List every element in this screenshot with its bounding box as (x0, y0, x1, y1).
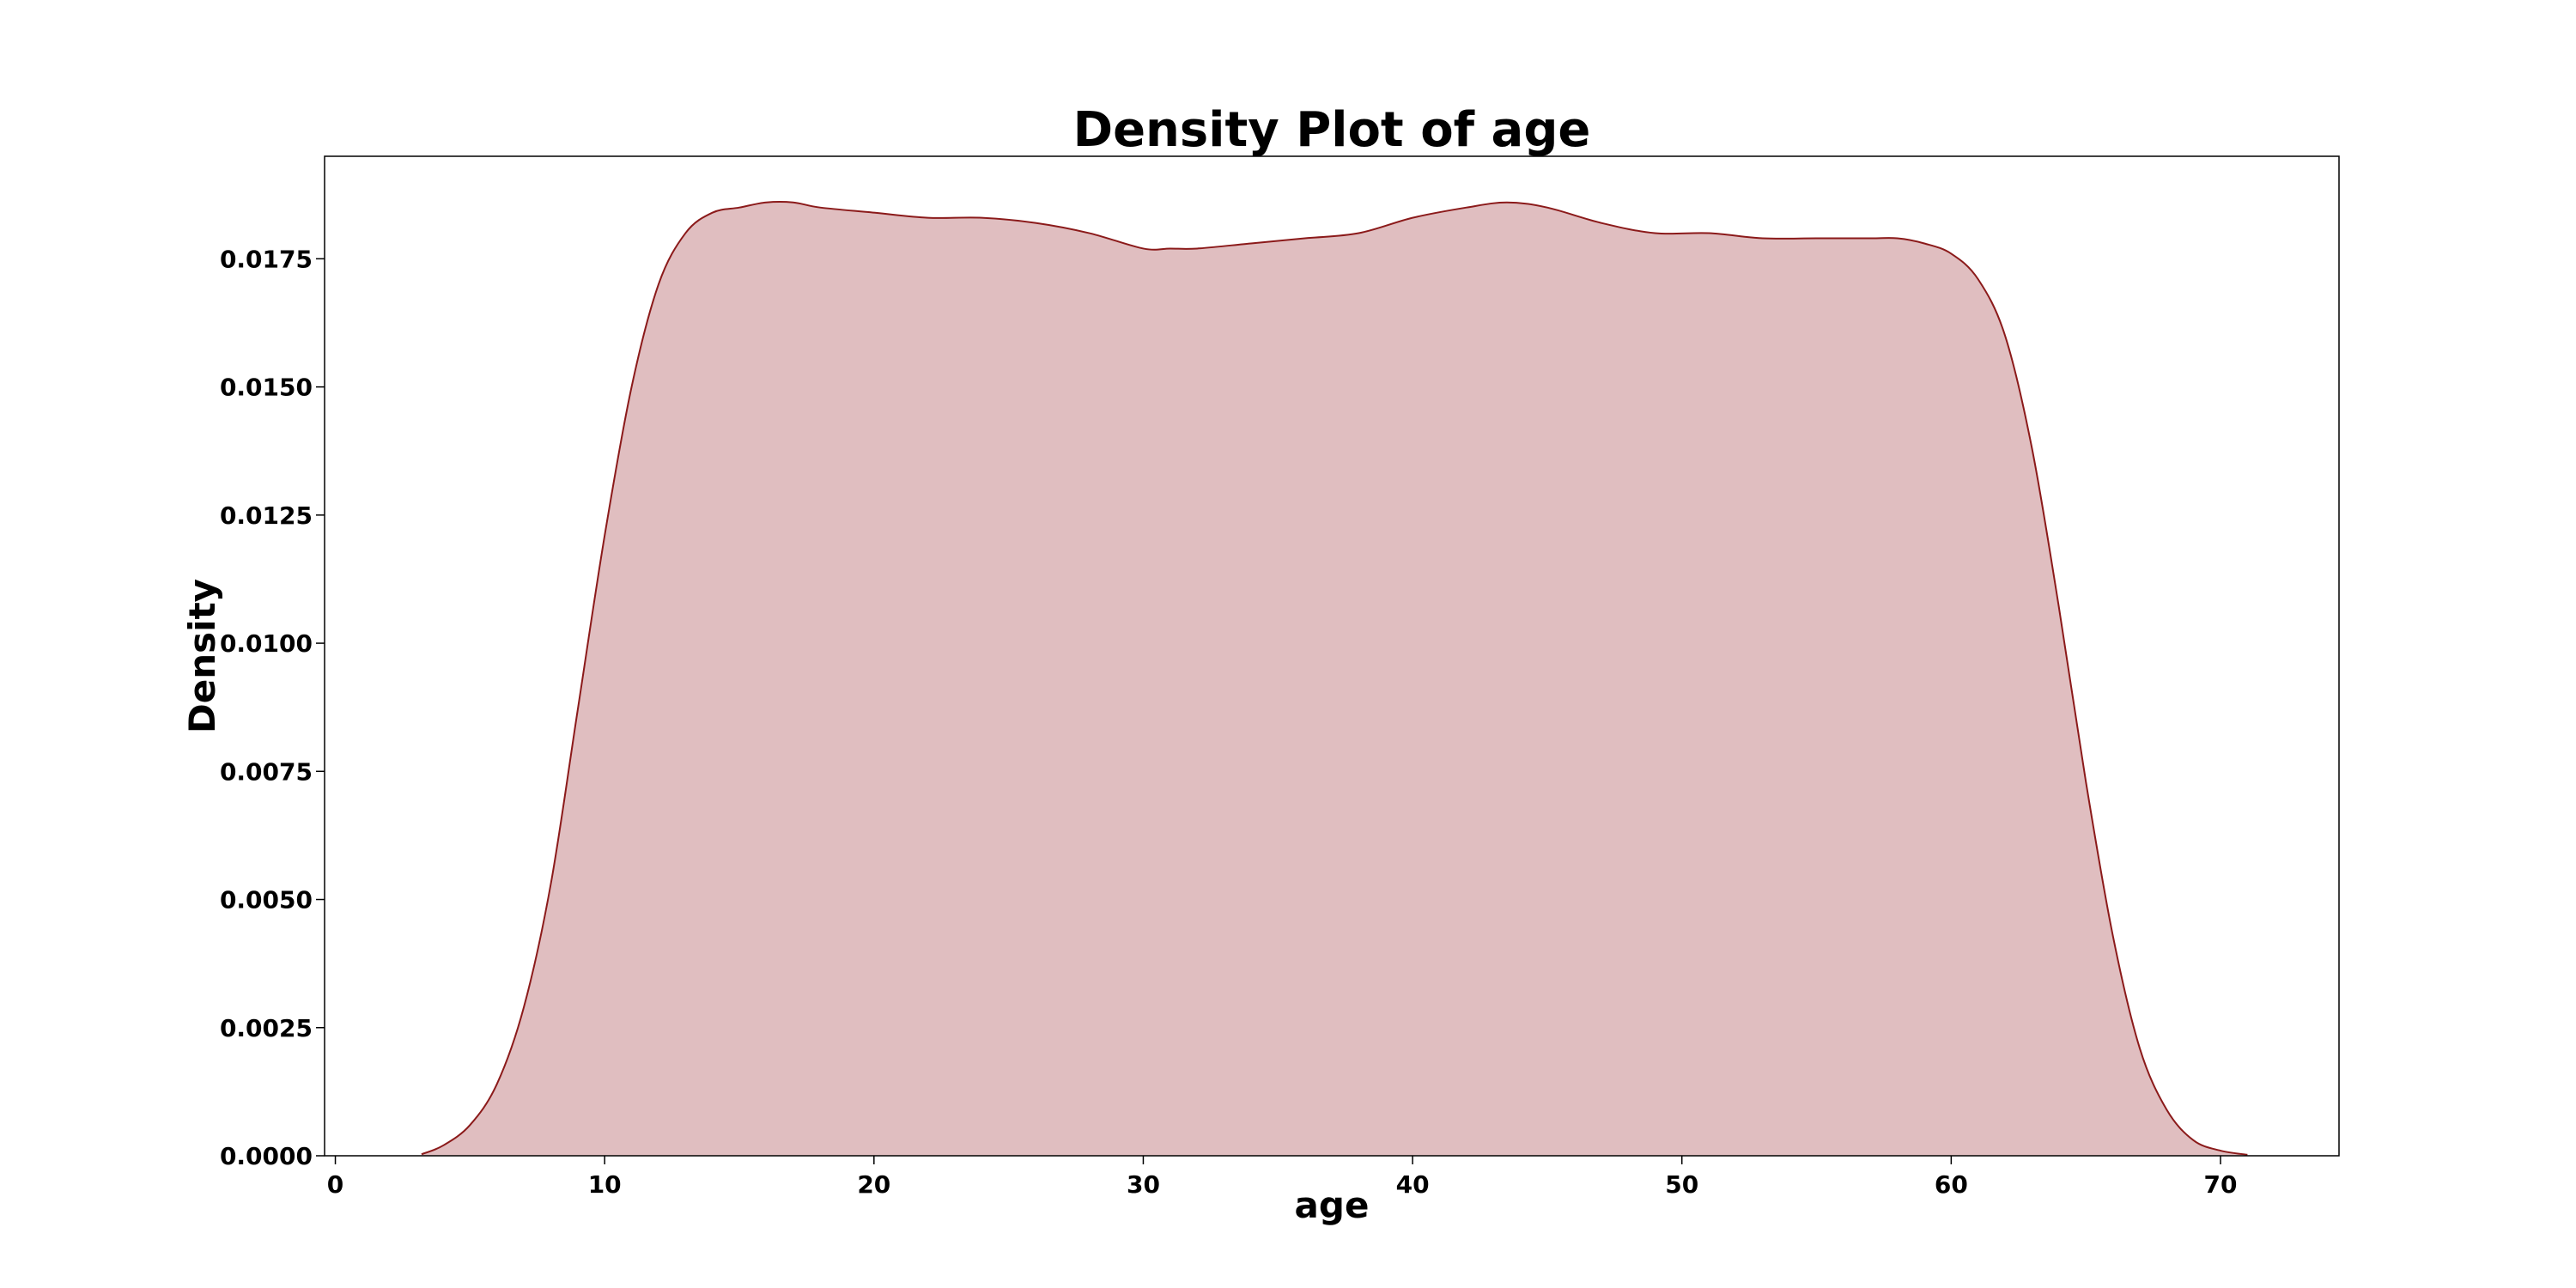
y-axis-label: Density (181, 579, 223, 733)
y-tick-label: 0.0050 (220, 886, 313, 914)
plot-area (324, 155, 2340, 1157)
x-tick-label: 10 (588, 1170, 622, 1199)
x-axis-ticks: 0 10 20 30 40 50 60 70 (327, 1156, 2238, 1199)
x-tick-label: 70 (2204, 1170, 2238, 1199)
x-tick-label: 40 (1396, 1170, 1430, 1199)
x-tick-label: 0 (327, 1170, 343, 1199)
x-tick-label: 30 (1127, 1170, 1160, 1199)
y-tick-label: 0.0175 (220, 245, 313, 273)
y-axis-ticks: 0.0000 0.0025 0.0050 0.0075 0.0100 0.0125 0.01… (220, 245, 325, 1170)
x-tick-label: 50 (1665, 1170, 1698, 1199)
y-tick-label: 0.0100 (220, 629, 313, 658)
y-tick-label: 0.0150 (220, 374, 313, 402)
density-line (421, 200, 2248, 1156)
y-tick-label: 0.0000 (220, 1142, 313, 1170)
x-tick-label: 20 (857, 1170, 890, 1199)
plot-frame (324, 155, 2340, 1157)
y-tick-label: 0.0125 (220, 501, 313, 530)
y-tick-label: 0.0025 (220, 1014, 313, 1042)
chart-title: Density Plot of age (1073, 102, 1591, 158)
density-area (421, 201, 2248, 1156)
x-axis-label: age (1295, 1184, 1370, 1226)
y-tick-label: 0.0075 (220, 757, 313, 786)
x-tick-label: 60 (1935, 1170, 1968, 1199)
